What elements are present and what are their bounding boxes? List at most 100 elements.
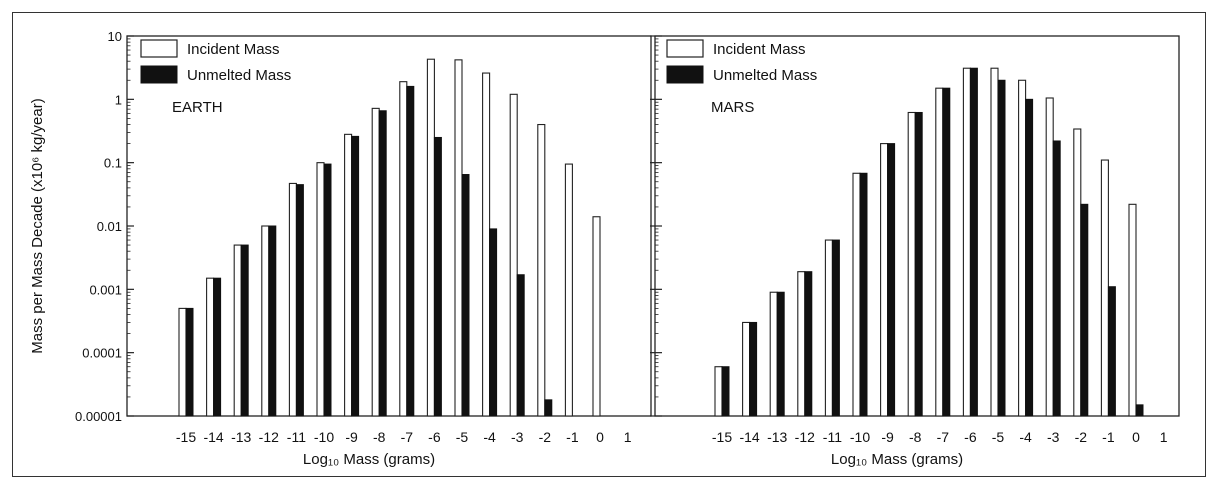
- panel-label: MARS: [711, 99, 754, 116]
- x-axis-title: Log₁₀ Mass (grams): [831, 451, 963, 468]
- bar-incident-mass: [344, 133, 353, 417]
- bar-incident-mass: [714, 366, 723, 417]
- bar-unmelted-mass: [1052, 140, 1061, 417]
- bar-unmelted-mass: [776, 291, 785, 417]
- bar-unmelted-mass: [268, 225, 277, 417]
- bar-unmelted-mass: [323, 163, 332, 417]
- y-axis-title: Mass per Mass Decade (x10⁶ kg/year): [29, 98, 46, 353]
- bar-incident-mass: [907, 111, 916, 417]
- x-tick-label: -11: [287, 429, 306, 445]
- x-tick-label: -4: [483, 429, 496, 445]
- bar-unmelted-mass: [887, 143, 896, 417]
- bar-unmelted-mass: [1025, 98, 1034, 417]
- x-tick-label: -6: [964, 429, 977, 445]
- legend-swatch-unmelted-mass: [666, 65, 704, 84]
- x-tick-label: -12: [259, 429, 279, 445]
- x-tick-label: 1: [1160, 429, 1168, 445]
- x-tick-label: -14: [739, 429, 759, 445]
- legend-label-unmelted-mass: Unmelted Mass: [187, 67, 291, 84]
- bar-incident-mass: [178, 307, 187, 417]
- bar-incident-mass: [399, 81, 408, 417]
- bar-incident-mass: [592, 216, 601, 417]
- y-tick-label: 0.01: [97, 219, 122, 234]
- bar-incident-mass: [962, 67, 971, 417]
- x-tick-label: 0: [1132, 429, 1140, 445]
- bar-unmelted-mass: [406, 85, 415, 417]
- bar-incident-mass: [509, 93, 518, 417]
- bar-incident-mass: [935, 87, 944, 417]
- x-tick-label: -4: [1019, 429, 1032, 445]
- y-tick-label: 0.1: [104, 156, 122, 171]
- bar-unmelted-mass: [351, 135, 360, 417]
- bar-incident-mass: [482, 72, 491, 417]
- x-tick-label: -8: [909, 429, 922, 445]
- x-tick-label: -7: [401, 429, 414, 445]
- x-tick-label: -2: [1075, 429, 1088, 445]
- x-tick-label: -11: [823, 429, 842, 445]
- bar-unmelted-mass: [859, 172, 868, 417]
- bar-unmelted-mass: [295, 184, 304, 417]
- bar-incident-mass: [233, 244, 242, 417]
- legend-swatch-incident-mass: [666, 39, 704, 58]
- x-tick-label: -1: [1102, 429, 1115, 445]
- figure-frame: [12, 12, 1206, 477]
- bar-incident-mass: [426, 58, 435, 417]
- bar-unmelted-mass: [544, 399, 553, 417]
- x-tick-label: 1: [624, 429, 632, 445]
- legend-label-incident-mass: Incident Mass: [187, 41, 280, 58]
- x-tick-label: -14: [203, 429, 223, 445]
- bar-unmelted-mass: [1080, 203, 1089, 417]
- legend-label-unmelted-mass: Unmelted Mass: [713, 67, 817, 84]
- bar-incident-mass: [537, 123, 546, 417]
- bar-incident-mass: [564, 163, 573, 417]
- y-tick-label: 10: [108, 29, 122, 44]
- legend-swatch-unmelted-mass: [140, 65, 178, 84]
- x-tick-label: -8: [373, 429, 386, 445]
- bar-unmelted-mass: [1107, 286, 1116, 417]
- bar-incident-mass: [797, 271, 806, 417]
- legend-swatch-incident-mass: [140, 39, 178, 58]
- x-tick-label: -5: [992, 429, 1005, 445]
- y-tick-label: 0.00001: [75, 409, 122, 424]
- bar-unmelted-mass: [942, 87, 951, 417]
- bar-incident-mass: [288, 182, 297, 417]
- bar-incident-mass: [1018, 79, 1027, 417]
- x-tick-label: -3: [511, 429, 524, 445]
- bar-incident-mass: [990, 67, 999, 417]
- bar-unmelted-mass: [831, 239, 840, 417]
- x-tick-label: -15: [712, 429, 732, 445]
- bar-unmelted-mass: [185, 307, 194, 417]
- bar-unmelted-mass: [213, 277, 222, 417]
- bar-incident-mass: [880, 143, 889, 417]
- x-tick-label: 0: [596, 429, 604, 445]
- x-tick-label: -7: [937, 429, 950, 445]
- bar-unmelted-mass: [489, 228, 498, 417]
- bar-incident-mass: [742, 321, 751, 417]
- x-tick-label: -2: [539, 429, 552, 445]
- bar-unmelted-mass: [804, 271, 813, 417]
- bar-unmelted-mass: [749, 321, 758, 417]
- bar-incident-mass: [1100, 159, 1109, 417]
- chart-panel-mars: -15 -14 -13 -12 -11 -10 -9 -8 -7 -6 -5 -4 -3 -2 -1 0 1Lo…: [650, 35, 1180, 468]
- legend: Incident Mass Unmelted Mass: [666, 39, 817, 84]
- bar-incident-mass: [1128, 203, 1137, 417]
- bar-incident-mass: [206, 277, 215, 417]
- y-tick-label: 0.001: [89, 282, 122, 297]
- y-tick-label: 1: [115, 92, 122, 107]
- bar-unmelted-mass: [433, 136, 442, 417]
- legend-label-incident-mass: Incident Mass: [713, 41, 806, 58]
- x-tick-label: -3: [1047, 429, 1060, 445]
- bar-unmelted-mass: [914, 111, 923, 417]
- x-tick-label: -15: [176, 429, 196, 445]
- x-tick-label: -6: [428, 429, 441, 445]
- bar-unmelted-mass: [997, 79, 1006, 417]
- bar-unmelted-mass: [516, 274, 525, 417]
- y-tick-label: 0.0001: [82, 346, 122, 361]
- bar-incident-mass: [1073, 128, 1082, 417]
- x-tick-label: -5: [456, 429, 469, 445]
- bar-incident-mass: [852, 172, 861, 417]
- bar-unmelted-mass: [1135, 404, 1144, 417]
- bar-unmelted-mass: [378, 110, 387, 417]
